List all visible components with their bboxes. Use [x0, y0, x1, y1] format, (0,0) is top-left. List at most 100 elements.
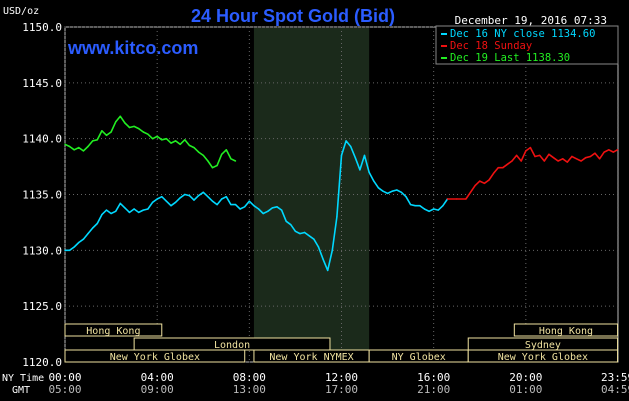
series-point — [211, 200, 214, 202]
series-point — [174, 140, 177, 142]
series-point — [96, 139, 99, 141]
series-point — [557, 160, 559, 162]
series-point — [174, 201, 177, 203]
x-tick-label-gmt: 05:00 — [48, 383, 81, 396]
series-point — [101, 130, 103, 132]
series-point — [82, 238, 85, 240]
session-box-frame — [513, 323, 619, 337]
y-tick-label: 1130.0 — [22, 244, 62, 257]
series-point — [248, 200, 250, 202]
series-point — [234, 160, 237, 162]
series-point — [575, 158, 578, 160]
series-point — [96, 222, 99, 225]
series-point — [543, 160, 545, 162]
series-point — [147, 208, 149, 210]
series-point — [299, 232, 301, 235]
session-box: New York Globex — [64, 349, 246, 363]
series-point — [340, 154, 343, 157]
series-point — [78, 241, 80, 244]
series-point — [386, 192, 389, 195]
session-box: Hong Kong — [64, 323, 163, 337]
series-point — [188, 144, 191, 147]
series-point — [428, 210, 430, 212]
series-point — [202, 191, 204, 193]
series-point — [608, 149, 610, 151]
series-point — [197, 151, 200, 153]
series-point — [211, 167, 214, 169]
series-point — [437, 209, 439, 211]
series-point — [419, 205, 421, 207]
series-point — [322, 258, 324, 260]
series-point — [594, 152, 596, 154]
series-point — [391, 190, 393, 192]
y-tick-label: 1120.0 — [22, 356, 62, 369]
series-point — [373, 180, 375, 182]
series-point — [345, 140, 347, 142]
session-label: New York NYMEX — [269, 352, 353, 363]
series-point — [188, 194, 191, 197]
series-point — [290, 224, 292, 226]
y-tick-label: 1135.0 — [22, 189, 62, 202]
session-box: Sydney — [467, 337, 619, 351]
series-point — [230, 203, 232, 206]
session-label: New York Globex — [498, 352, 588, 363]
x-tick-label-ny: 12:00 — [325, 371, 358, 384]
series-point — [207, 196, 209, 198]
series-point — [161, 196, 163, 198]
nymex-session-highlight — [253, 28, 370, 362]
x-tick-label-gmt: 17:00 — [325, 383, 358, 396]
series-point — [350, 145, 352, 148]
session-label: Hong Kong — [539, 326, 593, 337]
series-point — [115, 121, 117, 123]
series-point — [253, 205, 255, 207]
series-point — [405, 196, 407, 198]
series-point — [110, 212, 112, 215]
series-point — [197, 194, 200, 197]
legend-label: Dec 19 Last 1138.30 — [450, 52, 570, 64]
series-point — [409, 203, 412, 206]
legend-box — [435, 25, 619, 65]
series-point — [156, 135, 158, 138]
x-tick-label-gmt: 04:59 — [601, 383, 629, 396]
series-point — [119, 115, 122, 118]
series-point — [382, 190, 384, 192]
series-point — [520, 160, 522, 162]
series-point — [193, 199, 195, 201]
x-tick-label-ny: 16:00 — [417, 371, 450, 384]
series-point — [64, 249, 66, 251]
series-point — [327, 269, 329, 272]
series-point — [511, 160, 513, 162]
series-point — [179, 197, 181, 199]
timestamp: December 19, 2016 07:33 — [455, 14, 607, 27]
series-point — [119, 202, 122, 205]
series-point — [336, 216, 338, 218]
series-point — [525, 150, 527, 152]
series-point — [377, 187, 380, 189]
series-point — [207, 160, 209, 162]
series-point — [68, 145, 71, 148]
series-point — [234, 203, 237, 206]
series-point — [502, 167, 504, 169]
series-point — [184, 139, 186, 141]
x-tick-label-gmt: 01:00 — [509, 383, 542, 396]
series-point — [128, 211, 131, 214]
series-point — [105, 134, 108, 136]
series-point — [442, 205, 444, 207]
series-point — [216, 164, 218, 167]
session-box: NY Globex — [368, 349, 469, 363]
series-point — [566, 161, 568, 163]
series-line-1 — [447, 146, 618, 200]
series-point — [68, 249, 71, 251]
x-tick-label-ny: 00:00 — [48, 371, 81, 384]
series-point — [142, 131, 144, 133]
series-point — [105, 209, 108, 211]
series-point — [446, 198, 449, 200]
series-point — [423, 208, 426, 210]
series-point — [331, 249, 333, 251]
series-point — [165, 138, 168, 140]
session-label: London — [214, 340, 250, 351]
series-point — [585, 157, 587, 159]
